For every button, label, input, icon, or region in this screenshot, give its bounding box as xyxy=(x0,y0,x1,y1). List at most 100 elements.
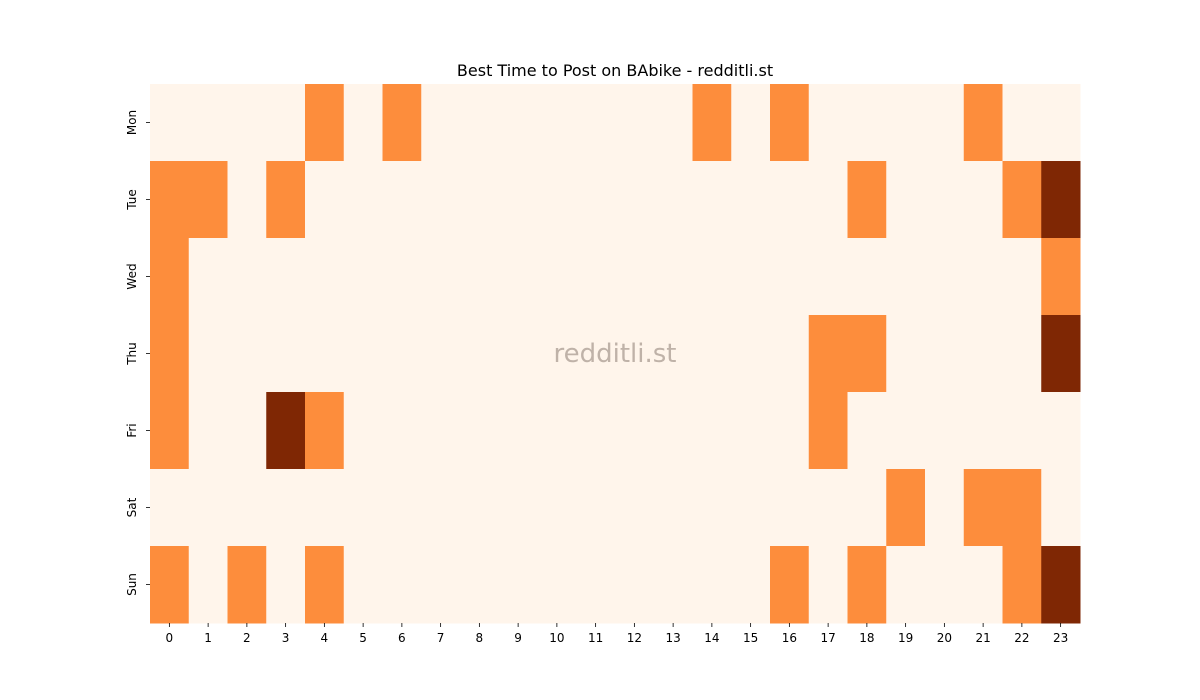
heatmap-cell-fri-7 xyxy=(421,392,461,470)
heatmap-cell-tue-1 xyxy=(188,161,228,239)
heatmap-cell-mon-15 xyxy=(731,84,771,162)
heatmap-cell-sat-19 xyxy=(886,469,926,547)
heatmap-cell-mon-20 xyxy=(925,84,965,162)
x-tick-label: 4 xyxy=(321,631,329,645)
heatmap-cell-wed-11 xyxy=(576,238,616,316)
heatmap-cell-sat-11 xyxy=(576,469,616,547)
x-tick-label: 3 xyxy=(282,631,290,645)
x-tick-label: 8 xyxy=(476,631,484,645)
heatmap-cell-sun-22 xyxy=(1002,546,1042,624)
x-tick-label: 5 xyxy=(359,631,367,645)
heatmap-cell-sat-10 xyxy=(537,469,577,547)
heatmap-cell-sat-1 xyxy=(188,469,228,547)
heatmap-cell-thu-7 xyxy=(421,315,461,393)
heatmap-cell-tue-7 xyxy=(421,161,461,239)
heatmap-cell-wed-2 xyxy=(227,238,267,316)
heatmap-cell-sat-9 xyxy=(498,469,538,547)
heatmap-cell-thu-5 xyxy=(343,315,383,393)
heatmap-cell-sun-18 xyxy=(847,546,887,624)
heatmap-cell-sat-13 xyxy=(653,469,693,547)
heatmap-cell-sun-6 xyxy=(382,546,422,624)
heatmap-cell-mon-8 xyxy=(460,84,500,162)
x-tick-label: 1 xyxy=(204,631,212,645)
heatmap-cell-wed-4 xyxy=(305,238,345,316)
heatmap-cell-fri-22 xyxy=(1002,392,1042,470)
heatmap-cell-sun-11 xyxy=(576,546,616,624)
heatmap-cell-mon-3 xyxy=(266,84,306,162)
heatmap-cell-tue-23 xyxy=(1041,161,1081,239)
heatmap-cell-fri-9 xyxy=(498,392,538,470)
heatmap-cell-tue-6 xyxy=(382,161,422,239)
heatmap-cell-thu-10 xyxy=(537,315,577,393)
heatmap-cell-tue-21 xyxy=(963,161,1003,239)
heatmap-cell-sun-10 xyxy=(537,546,577,624)
x-axis-ticks: 0 1 2 3 4 5 6 7 8 9 10 11 12 13 14 15 16 17 18 19 20 21 22 23 xyxy=(166,623,1068,645)
y-tick-label: Sat xyxy=(125,497,139,517)
heatmap-cell-thu-23 xyxy=(1041,315,1081,393)
heatmap-cell-sun-1 xyxy=(188,546,228,624)
heatmap-cell-tue-20 xyxy=(925,161,965,239)
heatmap-cell-tue-19 xyxy=(886,161,926,239)
x-tick-label: 17 xyxy=(820,631,835,645)
heatmap-cell-wed-22 xyxy=(1002,238,1042,316)
heatmap-cell-thu-19 xyxy=(886,315,926,393)
heatmap-cell-sat-7 xyxy=(421,469,461,547)
heatmap-cell-tue-12 xyxy=(615,161,655,239)
x-tick-label: 0 xyxy=(166,631,174,645)
heatmap-cell-wed-17 xyxy=(808,238,848,316)
heatmap-cell-fri-6 xyxy=(382,392,422,470)
heatmap-cells xyxy=(150,84,1081,624)
heatmap-cell-sun-13 xyxy=(653,546,693,624)
heatmap-cell-thu-15 xyxy=(731,315,771,393)
heatmap-cell-thu-22 xyxy=(1002,315,1042,393)
heatmap-cell-thu-14 xyxy=(692,315,732,393)
y-tick-label: Thu xyxy=(125,342,139,366)
x-tick-label: 21 xyxy=(975,631,990,645)
x-tick-label: 22 xyxy=(1014,631,1029,645)
heatmap-cell-sun-0 xyxy=(150,546,190,624)
heatmap-cell-sun-12 xyxy=(615,546,655,624)
heatmap-cell-tue-18 xyxy=(847,161,887,239)
x-tick-label: 13 xyxy=(665,631,680,645)
heatmap-cell-wed-9 xyxy=(498,238,538,316)
y-axis-ticks: Mon Tue Wed Thu Fri Sat Sun xyxy=(125,110,150,596)
heatmap-cell-sun-9 xyxy=(498,546,538,624)
heatmap-cell-sat-3 xyxy=(266,469,306,547)
heatmap-cell-mon-2 xyxy=(227,84,267,162)
heatmap-cell-sat-4 xyxy=(305,469,345,547)
heatmap-cell-sat-12 xyxy=(615,469,655,547)
heatmap-cell-wed-19 xyxy=(886,238,926,316)
heatmap-cell-mon-13 xyxy=(653,84,693,162)
heatmap-cell-sun-20 xyxy=(925,546,965,624)
heatmap-cell-tue-16 xyxy=(770,161,810,239)
heatmap-cell-fri-1 xyxy=(188,392,228,470)
heatmap-cell-thu-1 xyxy=(188,315,228,393)
heatmap-cell-tue-0 xyxy=(150,161,190,239)
heatmap-cell-sun-15 xyxy=(731,546,771,624)
heatmap-cell-fri-15 xyxy=(731,392,771,470)
heatmap-cell-sat-5 xyxy=(343,469,383,547)
heatmap-cell-fri-23 xyxy=(1041,392,1081,470)
heatmap-cell-fri-12 xyxy=(615,392,655,470)
heatmap-cell-mon-11 xyxy=(576,84,616,162)
heatmap-cell-fri-14 xyxy=(692,392,732,470)
heatmap-cell-sat-20 xyxy=(925,469,965,547)
heatmap-cell-sun-5 xyxy=(343,546,383,624)
heatmap-cell-fri-19 xyxy=(886,392,926,470)
heatmap-cell-sun-19 xyxy=(886,546,926,624)
heatmap-cell-tue-13 xyxy=(653,161,693,239)
heatmap-cell-thu-6 xyxy=(382,315,422,393)
heatmap-cell-thu-20 xyxy=(925,315,965,393)
heatmap-cell-sat-14 xyxy=(692,469,732,547)
heatmap-cell-mon-9 xyxy=(498,84,538,162)
heatmap-cell-wed-18 xyxy=(847,238,887,316)
heatmap-cell-mon-0 xyxy=(150,84,190,162)
x-tick-label: 6 xyxy=(398,631,406,645)
heatmap-cell-wed-23 xyxy=(1041,238,1081,316)
x-tick-label: 15 xyxy=(743,631,758,645)
heatmap-cell-wed-14 xyxy=(692,238,732,316)
x-tick-label: 14 xyxy=(704,631,719,645)
heatmap-cell-sun-4 xyxy=(305,546,345,624)
heatmap-cell-tue-22 xyxy=(1002,161,1042,239)
heatmap-cell-sun-3 xyxy=(266,546,306,624)
